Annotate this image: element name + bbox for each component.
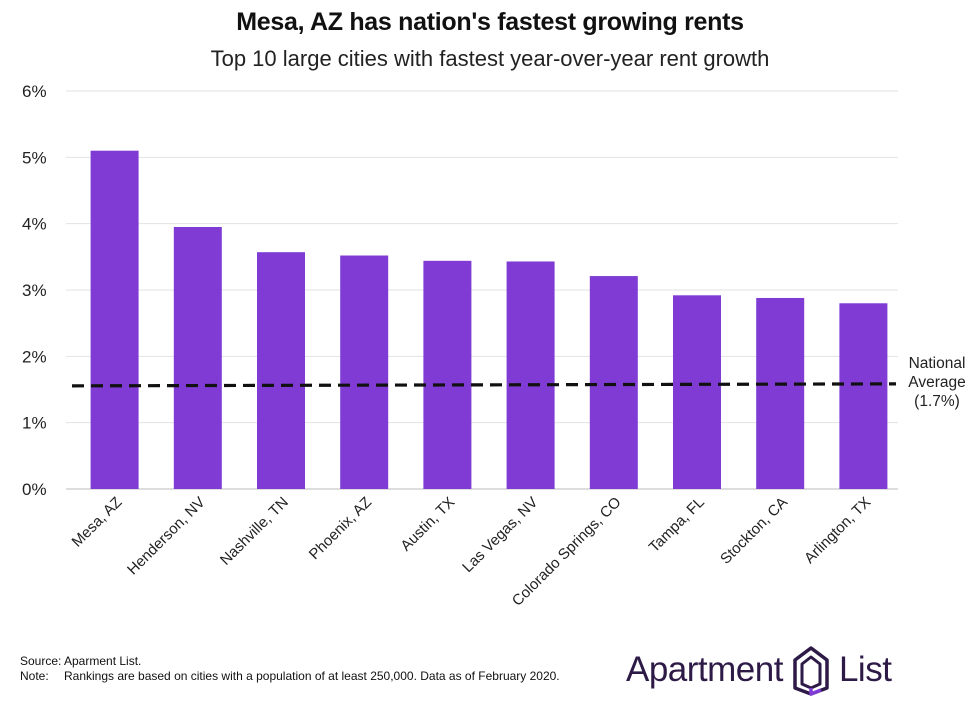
x-tick-label: Phoenix, AZ bbox=[306, 494, 375, 563]
bar bbox=[756, 297, 805, 489]
national-average-label: (1.7%) bbox=[914, 393, 960, 410]
bar bbox=[839, 303, 888, 489]
y-tick-label: 3% bbox=[22, 281, 47, 300]
y-tick-label: 4% bbox=[22, 215, 47, 234]
y-tick-label: 0% bbox=[22, 480, 47, 499]
source-note: Source: Aparment List. bbox=[20, 654, 141, 668]
national-average-label: National bbox=[909, 355, 966, 372]
bar bbox=[423, 260, 472, 489]
y-tick-label: 1% bbox=[22, 414, 47, 433]
chart-subtitle: Top 10 large cities with fastest year-ov… bbox=[210, 46, 770, 71]
y-axis-ticks: 0% 1% 2% 3% 4% 5% 6% bbox=[22, 82, 47, 499]
logo-word-apartment: Apartment bbox=[626, 650, 783, 689]
national-average-line bbox=[71, 382, 897, 388]
bars bbox=[90, 150, 888, 489]
source-text: Aparment List. bbox=[64, 654, 142, 668]
x-tick-label: Stockton, CA bbox=[717, 494, 791, 568]
y-tick-label: 6% bbox=[22, 82, 47, 101]
chart-title: Mesa, AZ has nation's fastest growing re… bbox=[236, 8, 744, 36]
building-logo-icon bbox=[793, 646, 829, 696]
bar bbox=[506, 261, 555, 489]
note-text: Rankings are based on cities with a popu… bbox=[64, 669, 560, 683]
note-label: Note: bbox=[20, 669, 49, 683]
logo-word-list: List bbox=[838, 650, 892, 689]
x-tick-label: Arlington, TX bbox=[801, 494, 874, 567]
national-average-reference: National Average (1.7%) bbox=[71, 355, 966, 410]
y-tick-label: 5% bbox=[22, 148, 47, 167]
bar bbox=[173, 226, 222, 489]
bar bbox=[673, 295, 721, 489]
y-tick-label: 2% bbox=[22, 347, 47, 366]
bar bbox=[257, 252, 305, 489]
national-average-label: Average bbox=[908, 374, 965, 391]
bar bbox=[90, 150, 139, 489]
x-tick-label: Henderson, NV bbox=[124, 494, 209, 579]
x-tick-label: Tampa, FL bbox=[646, 494, 708, 556]
footnote: Note: Rankings are based on cities with a… bbox=[20, 669, 560, 683]
x-tick-label: Austin, TX bbox=[397, 494, 458, 555]
x-tick-label: Las Vegas, NV bbox=[459, 494, 541, 576]
source-label: Source: bbox=[20, 654, 62, 668]
apartment-list-logo: Apartment List bbox=[626, 640, 892, 700]
x-tick-label: Nashville, TN bbox=[217, 494, 292, 569]
bar bbox=[340, 255, 389, 489]
bar bbox=[589, 276, 638, 489]
x-tick-label: Mesa, AZ bbox=[69, 494, 126, 551]
